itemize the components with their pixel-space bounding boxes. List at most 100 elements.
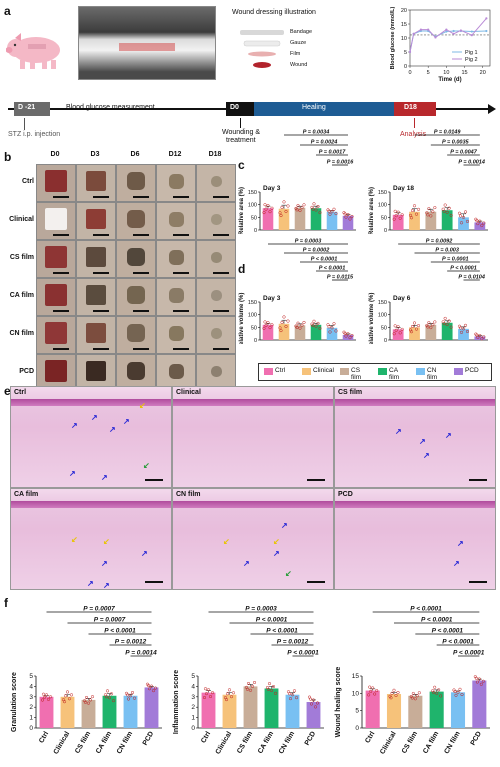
data-point <box>273 691 278 695</box>
y-tick-label: 50 <box>381 215 387 221</box>
wound-area <box>86 361 106 381</box>
data-point <box>318 211 322 215</box>
p-value-label: P = 0.0014 <box>125 650 157 657</box>
bar <box>342 334 354 340</box>
data-point <box>369 689 373 693</box>
data-point <box>392 217 396 221</box>
data-point <box>203 687 208 691</box>
category-label: CN film <box>443 731 461 756</box>
data-point <box>393 209 397 213</box>
data-point <box>429 326 433 330</box>
data-point <box>477 677 481 681</box>
data-point <box>482 221 486 225</box>
data-point <box>433 320 437 324</box>
y-tick-label: 100 <box>378 313 387 319</box>
blue-arrow-icon: ↗ <box>101 473 108 482</box>
wound-photo <box>76 202 116 240</box>
panel-label-a: a <box>4 4 11 18</box>
wound-area <box>86 209 106 229</box>
glucose-point <box>452 29 455 33</box>
photo-row-label-cs-film: CS film <box>9 254 34 261</box>
data-point <box>433 206 437 210</box>
data-point <box>426 325 430 329</box>
wound-photo <box>116 278 156 316</box>
data-point <box>231 691 236 695</box>
data-point <box>327 209 331 213</box>
data-point <box>334 212 338 216</box>
data-point <box>270 206 274 210</box>
data-point <box>480 224 484 228</box>
timeline-wounding: Wounding & <box>222 129 261 136</box>
blue-arrow-icon: ↗ <box>419 437 426 446</box>
bar <box>262 324 274 340</box>
glucose-xlabel: Time (d) <box>438 77 461 83</box>
glucose-point <box>408 50 412 54</box>
data-point <box>442 322 446 326</box>
bar <box>474 222 486 230</box>
timeline-d18: D18 <box>404 104 417 111</box>
bar <box>278 208 290 230</box>
wound-area <box>127 172 145 190</box>
wound-area <box>45 170 67 192</box>
data-point <box>245 687 250 691</box>
glucose-legend-label: Pig 1 <box>465 50 478 56</box>
glucose-point <box>485 17 488 20</box>
data-point <box>146 683 151 688</box>
p-value-label: P = 0.0092 <box>426 239 453 245</box>
legend-swatch <box>264 368 273 375</box>
data-point <box>433 685 437 689</box>
y-tick-label: 150 <box>248 300 257 306</box>
legend-label: PCD <box>465 367 479 374</box>
scale-bar <box>173 310 189 312</box>
histology-image: Clinical <box>172 386 334 488</box>
p-value-label: P < 0.0001 <box>421 617 453 624</box>
scale-bar <box>133 348 149 350</box>
glucose-ytick-label: 0 <box>404 64 407 70</box>
photo-col-label-d6: D6 <box>130 151 140 158</box>
legend-swatch <box>302 368 311 375</box>
category-label: Clinical <box>215 730 234 755</box>
scale-bar <box>213 196 229 198</box>
p-value-label: P = 0.003 <box>435 248 459 254</box>
data-point <box>460 693 464 697</box>
category-label: PCD <box>142 731 155 747</box>
data-point <box>410 696 414 700</box>
dressing-layer-wound: Wound <box>290 62 308 68</box>
data-point <box>279 213 283 218</box>
wound-photo <box>36 278 76 316</box>
data-point <box>328 212 332 216</box>
data-point <box>348 336 352 340</box>
data-point <box>280 205 284 209</box>
p-value-label: P = 0.0047 <box>450 150 477 156</box>
y-tick-label: 0 <box>384 228 387 234</box>
data-point <box>415 694 419 698</box>
glucose-ytick-label: 5 <box>404 50 407 56</box>
data-point <box>151 689 156 693</box>
histology-label: CS film <box>338 389 363 396</box>
timeline-arrow <box>8 102 496 116</box>
bar <box>60 696 75 728</box>
data-point <box>330 326 334 330</box>
y-tick-label: 0 <box>355 725 359 732</box>
wound-photo <box>36 202 76 240</box>
wound-photo <box>196 164 236 202</box>
data-point <box>264 207 268 211</box>
scale-bar <box>133 234 149 236</box>
dressing-title: Wound dressing illustration <box>232 9 316 16</box>
bar <box>365 690 380 728</box>
wound-photo <box>36 164 76 202</box>
yellow-arrow-icon: ↙ <box>71 535 78 544</box>
y-tick-label: 50 <box>381 325 387 331</box>
wound-area <box>127 324 145 342</box>
wound-photo <box>156 240 196 278</box>
data-point <box>457 211 462 215</box>
y-tick-label: 3 <box>191 694 195 701</box>
data-point <box>149 684 154 688</box>
wound-photo <box>36 240 76 278</box>
y-axis-label: Relative volume (%) <box>369 293 375 344</box>
chart-title: Day 3 <box>263 185 281 192</box>
data-point <box>417 691 421 695</box>
p-value-label: P = 0.0149 <box>434 130 461 136</box>
data-point <box>332 207 336 211</box>
legend-label: Ctrl <box>275 367 286 374</box>
